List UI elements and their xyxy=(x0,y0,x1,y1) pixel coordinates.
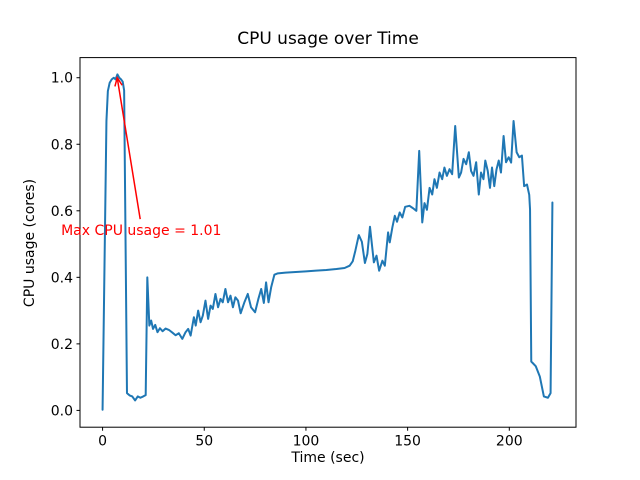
chart-title: CPU usage over Time xyxy=(237,29,419,49)
x-tick-label: 50 xyxy=(195,434,213,450)
x-tick-label: 0 xyxy=(98,434,107,450)
x-axis-label: Time (sec) xyxy=(291,450,365,466)
y-tick-label: 0.8 xyxy=(51,137,73,153)
annotation-arrow-head xyxy=(114,75,123,87)
y-axis-label: CPU usage (cores) xyxy=(22,178,38,308)
y-axis-ticks: 0.0 0.2 0.4 0.6 0.8 1.0 xyxy=(51,71,80,419)
x-tick-label: 200 xyxy=(496,434,523,450)
x-tick-label: 100 xyxy=(293,434,320,450)
y-tick-label: 0.2 xyxy=(51,337,73,353)
axes-border xyxy=(79,57,577,428)
y-tick-label: 1.0 xyxy=(51,71,73,87)
annotation-text: Max CPU usage = 1.01 xyxy=(61,223,222,240)
annotation-arrow xyxy=(114,75,141,220)
x-axis-ticks: 0 50 100 150 200 xyxy=(98,427,523,450)
x-tick-label: 150 xyxy=(394,434,421,450)
annotation-arrow-shaft xyxy=(116,77,141,220)
data-line-cpu-usage xyxy=(101,73,554,411)
y-tick-label: 0.0 xyxy=(51,403,73,419)
y-tick-label: 0.6 xyxy=(51,204,73,220)
y-tick-label: 0.4 xyxy=(51,270,73,286)
